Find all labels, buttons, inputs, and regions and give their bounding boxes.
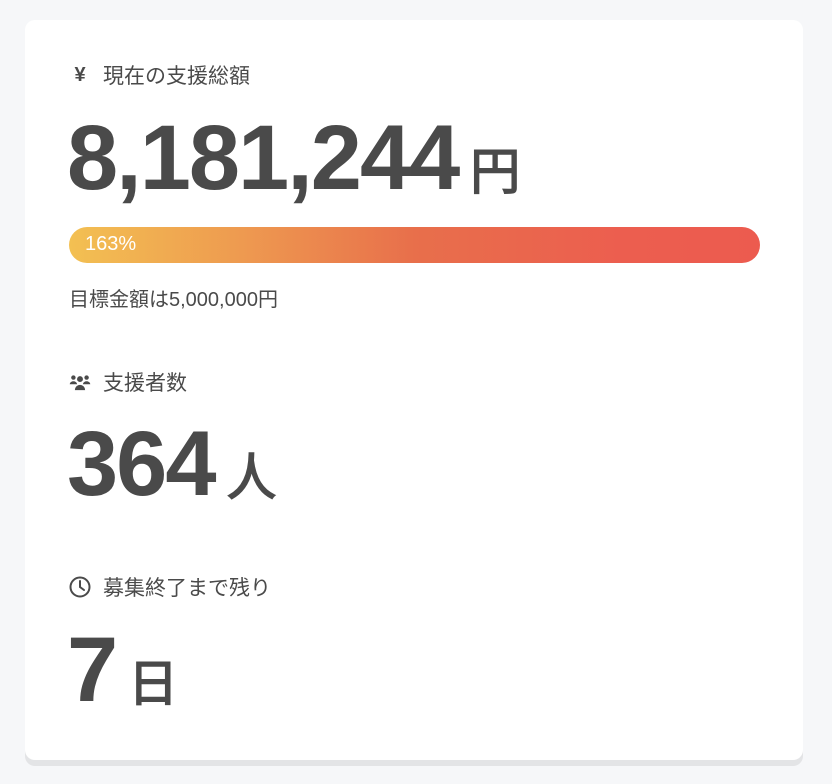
progress-bar: 163% — [69, 227, 760, 263]
remaining-label: 募集終了まで残り — [69, 572, 271, 602]
funding-amount: 8,181,244 円 — [67, 107, 521, 209]
remaining-days: 7 日 — [67, 619, 179, 721]
goal-text: 目標金額は5,000,000円 — [69, 289, 278, 311]
campaign-stats-card: ¥ 現在の支援総額 8,181,244 円 163% 目標金額は5,000,00… — [25, 20, 803, 760]
supporters-label: 支援者数 — [69, 367, 187, 397]
clock-icon — [69, 576, 91, 598]
funding-label: ¥ 現在の支援総額 — [69, 60, 250, 90]
users-icon — [69, 371, 91, 393]
progress-label: 163% — [85, 233, 137, 255]
yen-icon: ¥ — [74, 63, 86, 86]
supporters-count: 364 人 — [67, 413, 277, 515]
